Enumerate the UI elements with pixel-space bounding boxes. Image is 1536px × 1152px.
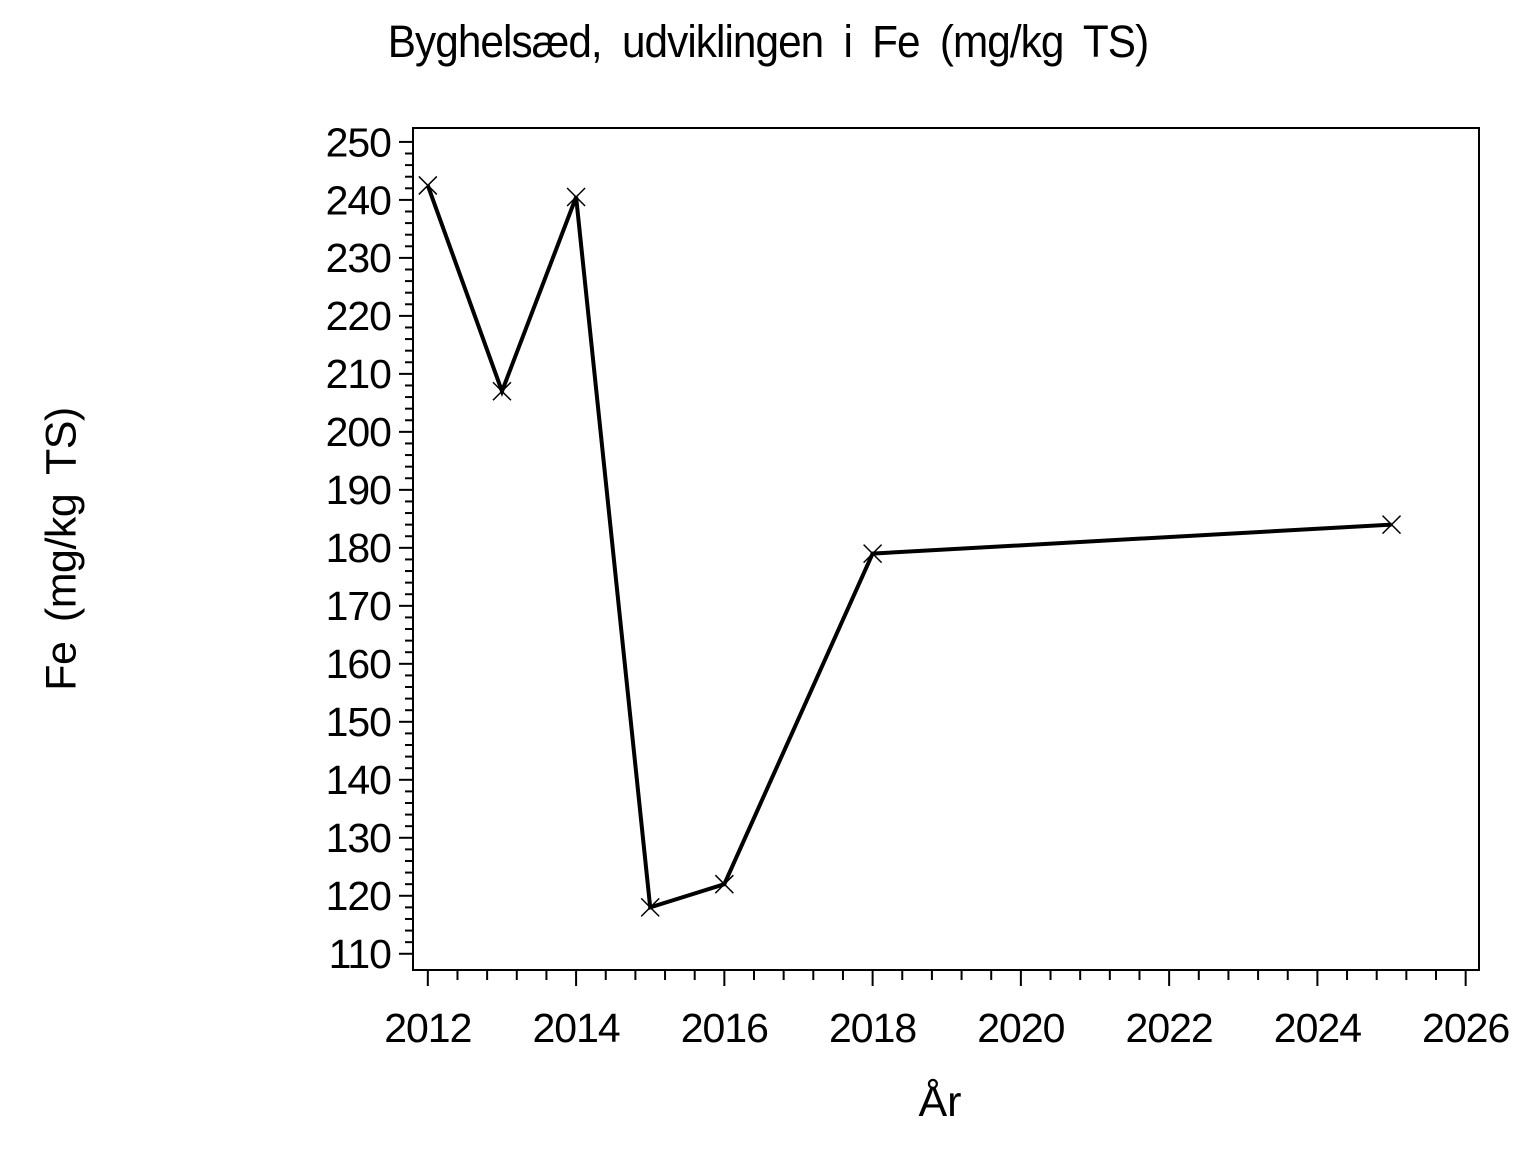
x-tick-label: 2026 — [1422, 1005, 1509, 1051]
y-tick-label: 230 — [326, 235, 392, 281]
x-tick-label: 2024 — [1274, 1005, 1361, 1051]
x-tick-label: 2020 — [977, 1005, 1064, 1051]
y-tick-label: 130 — [326, 815, 392, 861]
x-marker — [492, 381, 512, 401]
y-tick-label: 250 — [326, 119, 392, 165]
x-tick-label: 2012 — [384, 1005, 471, 1051]
x-marker — [863, 544, 883, 564]
y-tick-label: 120 — [326, 873, 392, 919]
x-marker — [1381, 515, 1402, 535]
plot-frame — [412, 127, 1480, 971]
x-tick-label: 2018 — [829, 1005, 916, 1051]
y-tick-label: 200 — [326, 409, 392, 455]
chart-title: Byghelsæd, udviklingen i Fe (mg/kg TS) — [387, 16, 1149, 67]
y-tick-label: 210 — [326, 351, 392, 397]
y-tick-label: 220 — [326, 293, 392, 339]
y-tick-label: 190 — [326, 467, 392, 513]
x-marker — [714, 874, 734, 894]
x-marker — [640, 897, 660, 917]
axis-tick-labels: 110 120 130 140 150 160 170 180 190 200 210 220 230 2… — [326, 119, 1511, 1051]
x-tick-label: 2014 — [532, 1005, 619, 1051]
y-tick-label: 170 — [326, 583, 392, 629]
x-tick-label: 2022 — [1126, 1005, 1213, 1051]
y-tick-label: 180 — [326, 525, 392, 571]
x-tick-label: 2016 — [681, 1005, 768, 1051]
x-marker — [566, 187, 586, 207]
x-marker — [418, 175, 438, 195]
data-series — [425, 184, 1392, 911]
y-tick-label: 240 — [326, 177, 392, 223]
y-tick-label: 150 — [326, 699, 392, 745]
x-axis-title: År — [918, 1078, 962, 1126]
data-markers — [418, 175, 1402, 917]
y-tick-label: 160 — [326, 641, 392, 687]
y-tick-label: 140 — [326, 757, 392, 803]
axis-ticks — [399, 140, 1467, 986]
y-tick-label: 110 — [329, 931, 392, 977]
series-line — [425, 184, 1392, 911]
